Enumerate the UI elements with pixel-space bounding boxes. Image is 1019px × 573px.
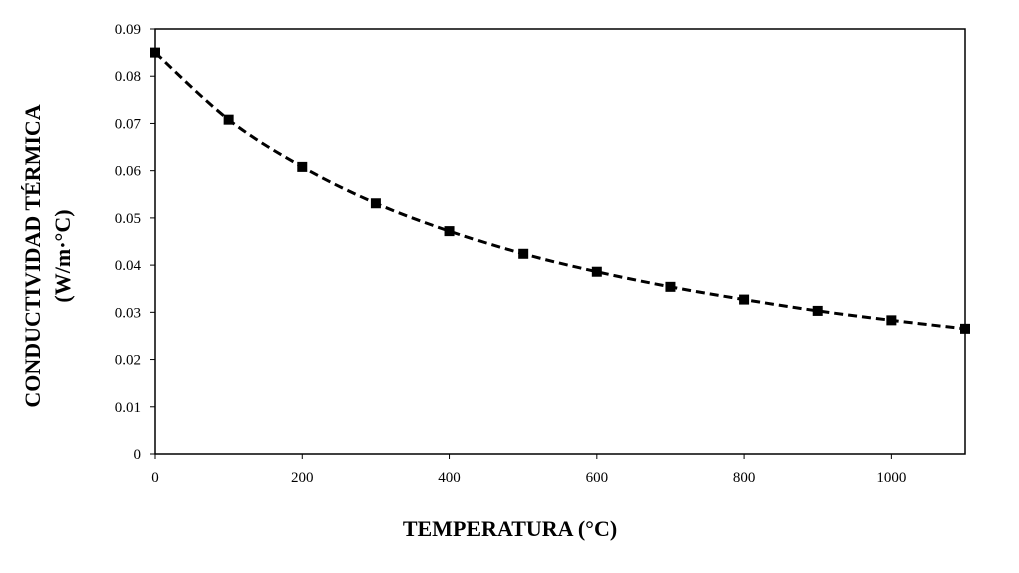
y-axis-title: CONDUCTIVIDAD TÉRMICA (W/m·°C) xyxy=(20,104,75,407)
y-tick-label: 0.03 xyxy=(115,305,141,321)
y-tick-label: 0.08 xyxy=(115,69,141,85)
series-line xyxy=(153,51,966,331)
data-point xyxy=(370,198,381,209)
data-point xyxy=(960,323,970,334)
data-markers xyxy=(150,47,970,334)
x-axis-title: TEMPERATURA (°C) xyxy=(403,516,617,541)
x-tick-label: 400 xyxy=(438,470,461,486)
y-axis-ticks: 0 0.01 0.02 0.03 0.04 0.05 0.06 0.07 0.08 0.09 xyxy=(115,22,155,463)
x-tick-label: 600 xyxy=(586,470,609,486)
y-tick-label: 0.06 xyxy=(115,164,142,180)
data-point xyxy=(665,281,676,292)
x-axis-ticks: 0 200 400 600 800 1000 xyxy=(151,454,906,486)
y-tick-label: 0.02 xyxy=(115,353,141,369)
data-point xyxy=(297,161,308,172)
data-point xyxy=(739,294,750,305)
data-point xyxy=(444,226,455,237)
data-point xyxy=(591,266,602,277)
y-tick-label: 0.04 xyxy=(115,258,142,274)
y-axis-title-line1: CONDUCTIVIDAD TÉRMICA xyxy=(20,104,45,407)
y-tick-label: 0.07 xyxy=(115,116,142,132)
y-tick-label: 0 xyxy=(134,447,142,463)
x-tick-label: 200 xyxy=(291,470,314,486)
x-tick-label: 1000 xyxy=(876,470,906,486)
x-tick-label: 0 xyxy=(151,470,159,486)
y-tick-label: 0.05 xyxy=(115,211,141,227)
y-tick-label: 0.09 xyxy=(115,22,141,38)
y-axis-title-line2: (W/m·°C) xyxy=(50,209,75,302)
plot-area-frame xyxy=(154,28,966,455)
data-point xyxy=(812,305,823,316)
data-point xyxy=(223,114,234,125)
y-tick-label: 0.01 xyxy=(115,400,141,416)
data-point xyxy=(886,315,897,326)
data-point xyxy=(518,248,529,259)
data-point xyxy=(150,47,160,58)
x-tick-label: 800 xyxy=(733,470,756,486)
